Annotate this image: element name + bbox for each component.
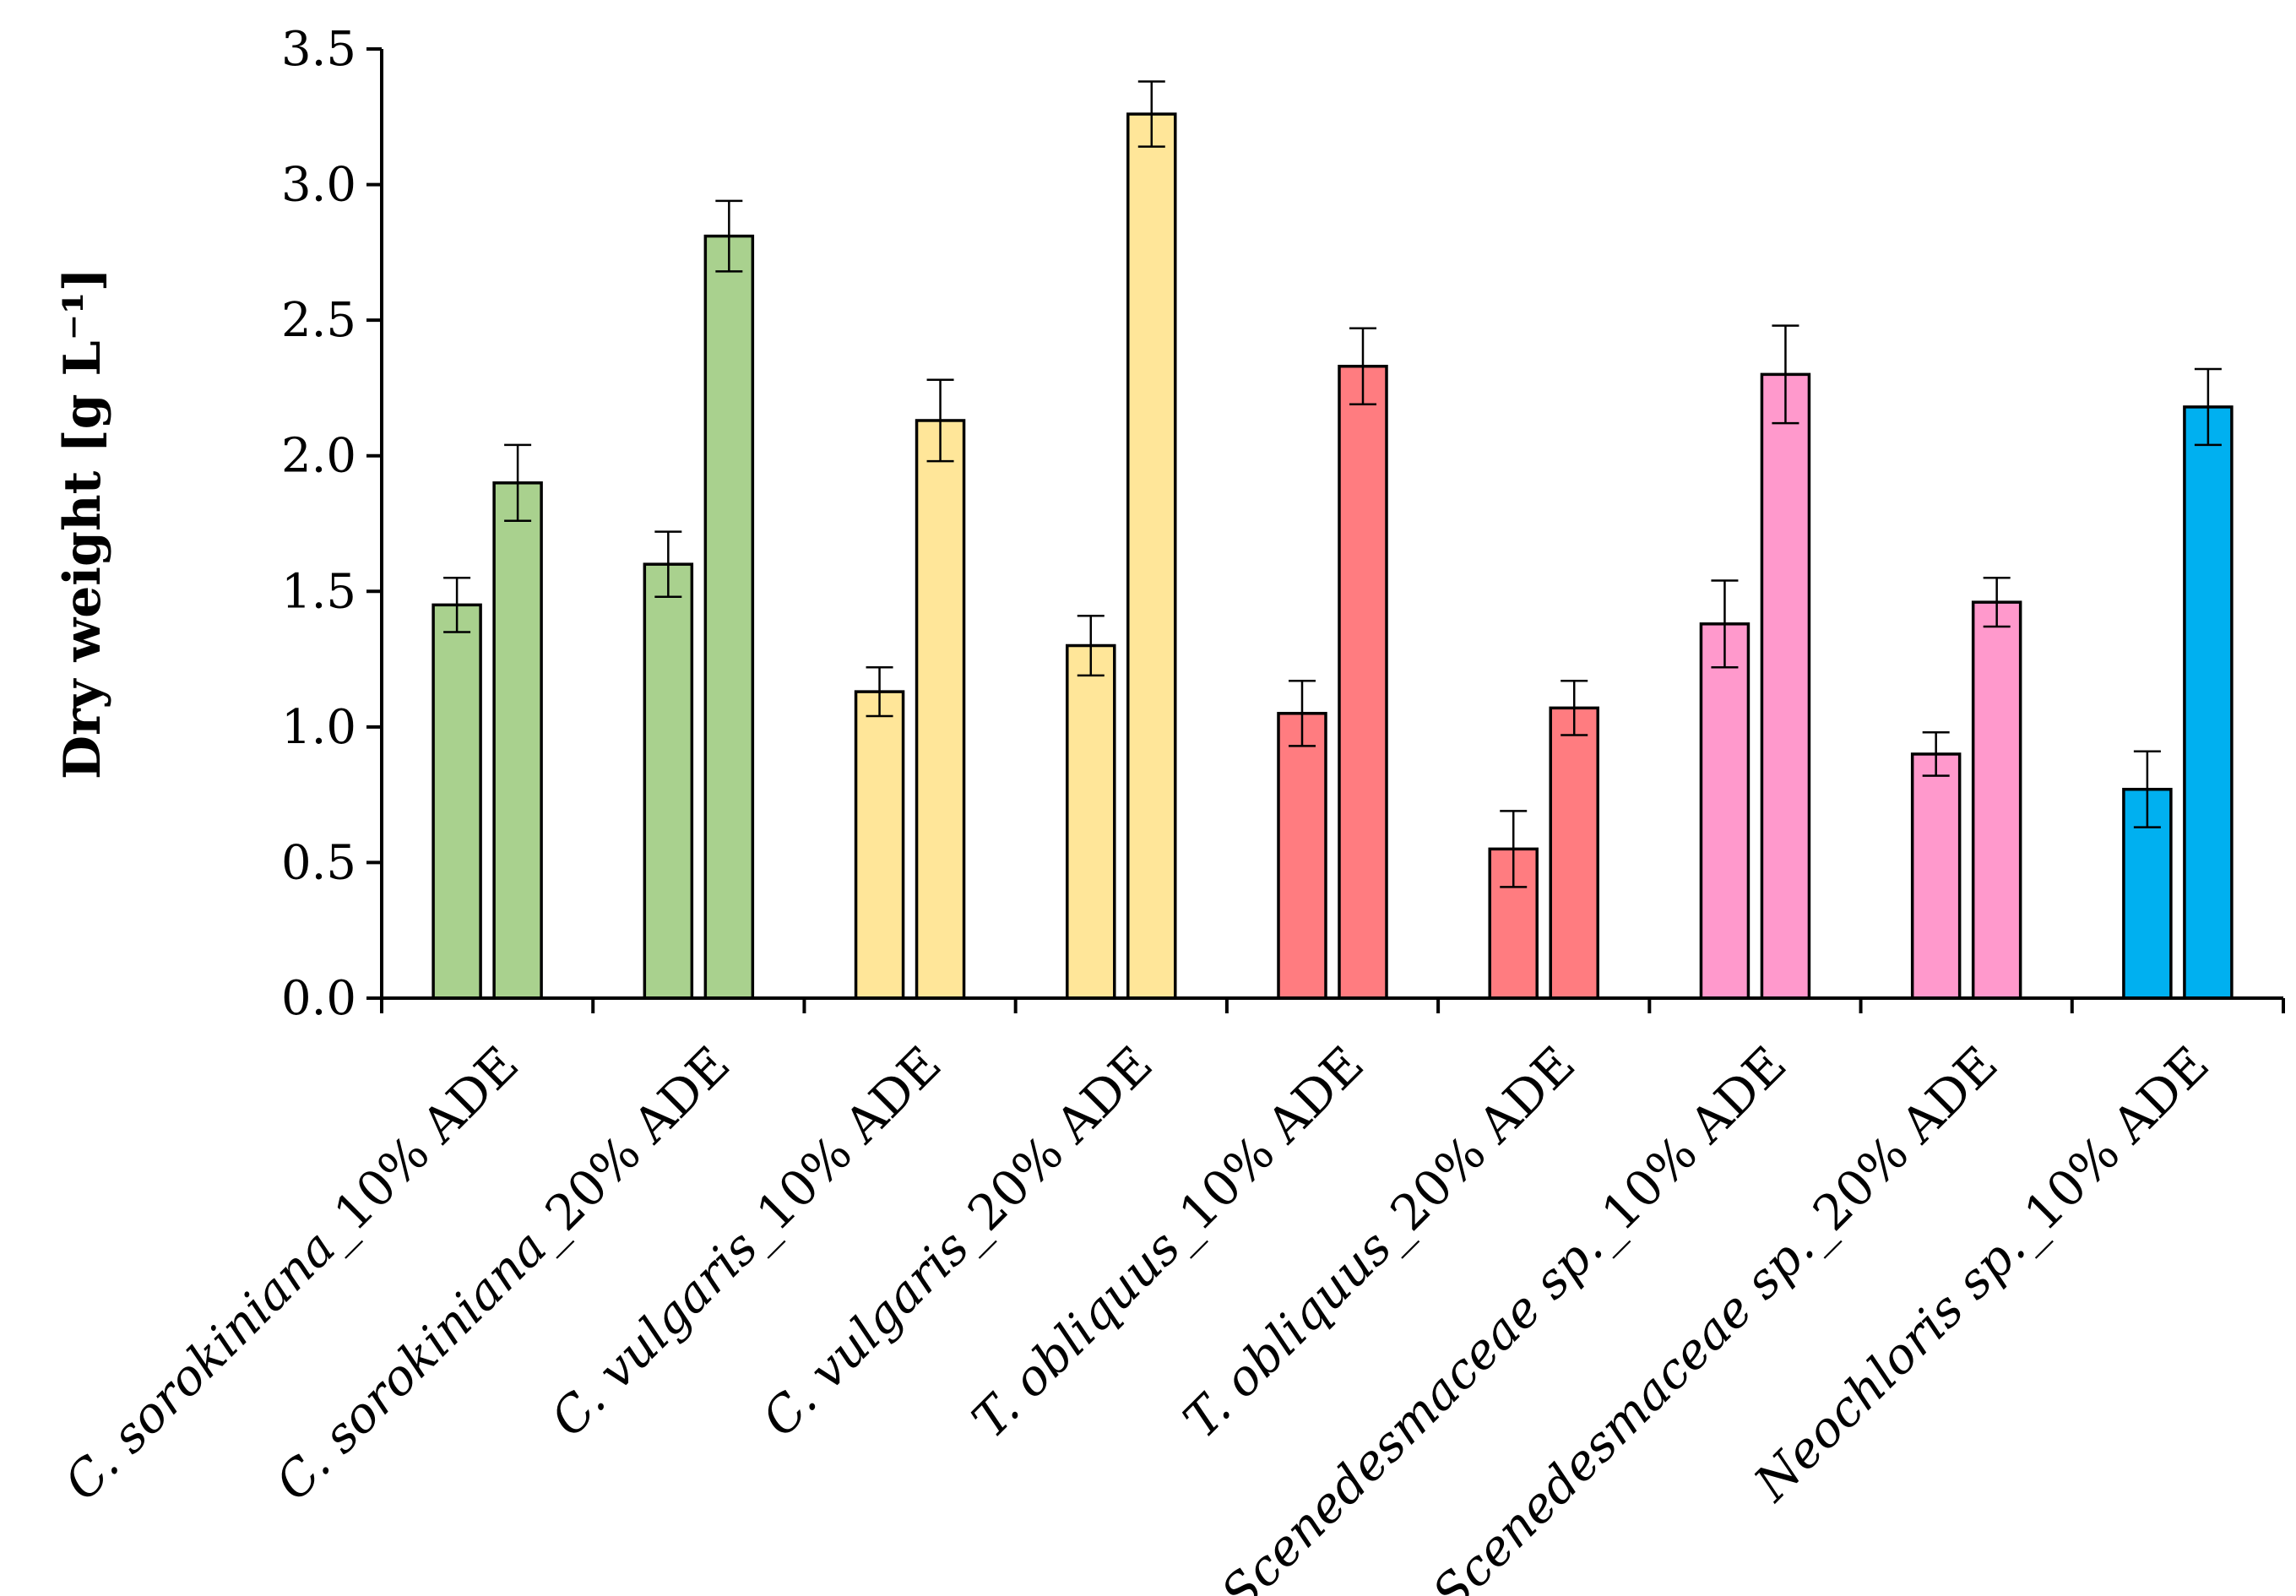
bar bbox=[915, 419, 966, 1000]
category-suffix: _20% ADE bbox=[517, 1035, 741, 1259]
bar bbox=[703, 234, 755, 1000]
x-category-label: C. vulgaris_20% ADE bbox=[751, 1035, 1163, 1447]
x-category-label: Neochloris sp._10% ADE bbox=[1742, 1035, 2220, 1513]
category-suffix: _20% ADE bbox=[1784, 1035, 2008, 1259]
y-tick-label: 3.0 bbox=[281, 158, 356, 213]
bar bbox=[1126, 112, 1177, 1000]
category-species: T. obliquus bbox=[1172, 1219, 1403, 1449]
y-tick-label: 0.5 bbox=[281, 835, 356, 890]
bar bbox=[2183, 405, 2234, 1000]
bar bbox=[1699, 622, 1750, 1000]
bar bbox=[854, 690, 905, 1000]
y-ticks: 0.0 0.5 1.0 1.5 2.0 2.5 3.0 3.5 bbox=[281, 22, 382, 1026]
bar bbox=[1760, 372, 1811, 1000]
axes-layer bbox=[380, 49, 2283, 1000]
bar bbox=[643, 562, 694, 1000]
bar bbox=[1549, 706, 1599, 1000]
category-suffix: _10% ADE bbox=[1151, 1035, 1375, 1259]
bar bbox=[1910, 752, 1962, 1000]
x-ticks bbox=[380, 998, 2285, 1013]
bar bbox=[1066, 643, 1116, 1000]
bar bbox=[432, 603, 482, 1000]
category-suffix: _20% ADE bbox=[939, 1035, 1163, 1259]
category-species: T. obliquus bbox=[961, 1219, 1191, 1449]
y-axis-title: Dry weight [g L⁻¹] bbox=[53, 268, 112, 779]
category-species: Scenedesmaceae sp. bbox=[1210, 1219, 1614, 1596]
category-suffix: _10% ADE bbox=[728, 1035, 952, 1259]
y-tick-label: 3.5 bbox=[281, 22, 356, 77]
y-tick-label: 0.0 bbox=[281, 971, 356, 1026]
category-suffix: _10% ADE bbox=[1573, 1035, 1797, 1259]
bar bbox=[492, 481, 543, 1000]
y-tick-label: 2.0 bbox=[281, 429, 356, 484]
bar bbox=[1338, 364, 1388, 1000]
x-category-label: T. obliquus_20% ADE bbox=[1172, 1035, 1586, 1449]
category-suffix: _10% ADE bbox=[306, 1035, 529, 1259]
x-category-label: T. obliquus_10% ADE bbox=[961, 1035, 1375, 1449]
category-suffix: _20% ADE bbox=[1362, 1035, 1586, 1259]
category-species: Scenedesmaceae sp. bbox=[1421, 1219, 1825, 1596]
y-tick-label: 1.0 bbox=[281, 700, 356, 755]
y-tick-label: 2.5 bbox=[281, 293, 356, 348]
bar bbox=[1971, 600, 2022, 1000]
x-category-label: C. vulgaris_10% ADE bbox=[540, 1035, 952, 1447]
category-species: C. vulgaris bbox=[540, 1219, 768, 1447]
y-tick-label: 1.5 bbox=[281, 564, 356, 619]
bars-layer bbox=[432, 112, 2234, 1000]
bar bbox=[1277, 712, 1327, 1000]
category-species: C. vulgaris bbox=[751, 1219, 980, 1447]
x-category-label: C. sorokiniana_10% ADE bbox=[53, 1035, 529, 1512]
category-suffix: _10% ADE bbox=[1996, 1035, 2220, 1259]
x-category-label: C. sorokiniana_20% ADE bbox=[264, 1035, 741, 1512]
error-bars-layer bbox=[443, 80, 2222, 888]
